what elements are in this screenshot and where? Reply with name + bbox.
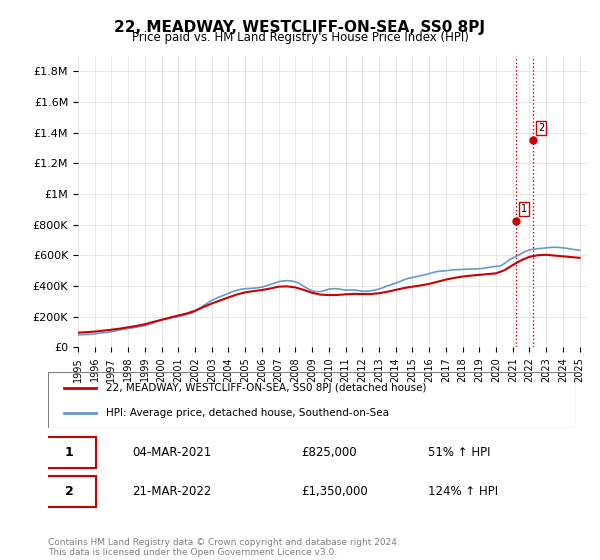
Text: 1: 1 [521, 204, 527, 213]
Text: 04-MAR-2021: 04-MAR-2021 [133, 446, 212, 459]
Text: Contains HM Land Registry data © Crown copyright and database right 2024.
This d: Contains HM Land Registry data © Crown c… [48, 538, 400, 557]
Text: 21-MAR-2022: 21-MAR-2022 [133, 485, 212, 498]
Text: £1,350,000: £1,350,000 [301, 485, 368, 498]
Text: 124% ↑ HPI: 124% ↑ HPI [428, 485, 498, 498]
FancyBboxPatch shape [43, 437, 95, 468]
Text: 2: 2 [65, 485, 73, 498]
Text: 22, MEADWAY, WESTCLIFF-ON-SEA, SS0 8PJ (detached house): 22, MEADWAY, WESTCLIFF-ON-SEA, SS0 8PJ (… [106, 383, 427, 393]
Text: HPI: Average price, detached house, Southend-on-Sea: HPI: Average price, detached house, Sout… [106, 408, 389, 418]
FancyBboxPatch shape [43, 476, 95, 507]
Text: 22, MEADWAY, WESTCLIFF-ON-SEA, SS0 8PJ: 22, MEADWAY, WESTCLIFF-ON-SEA, SS0 8PJ [115, 20, 485, 35]
Text: Price paid vs. HM Land Registry's House Price Index (HPI): Price paid vs. HM Land Registry's House … [131, 31, 469, 44]
Text: 2: 2 [538, 123, 544, 133]
Text: £825,000: £825,000 [301, 446, 357, 459]
Text: 1: 1 [65, 446, 73, 459]
Text: 51% ↑ HPI: 51% ↑ HPI [428, 446, 491, 459]
